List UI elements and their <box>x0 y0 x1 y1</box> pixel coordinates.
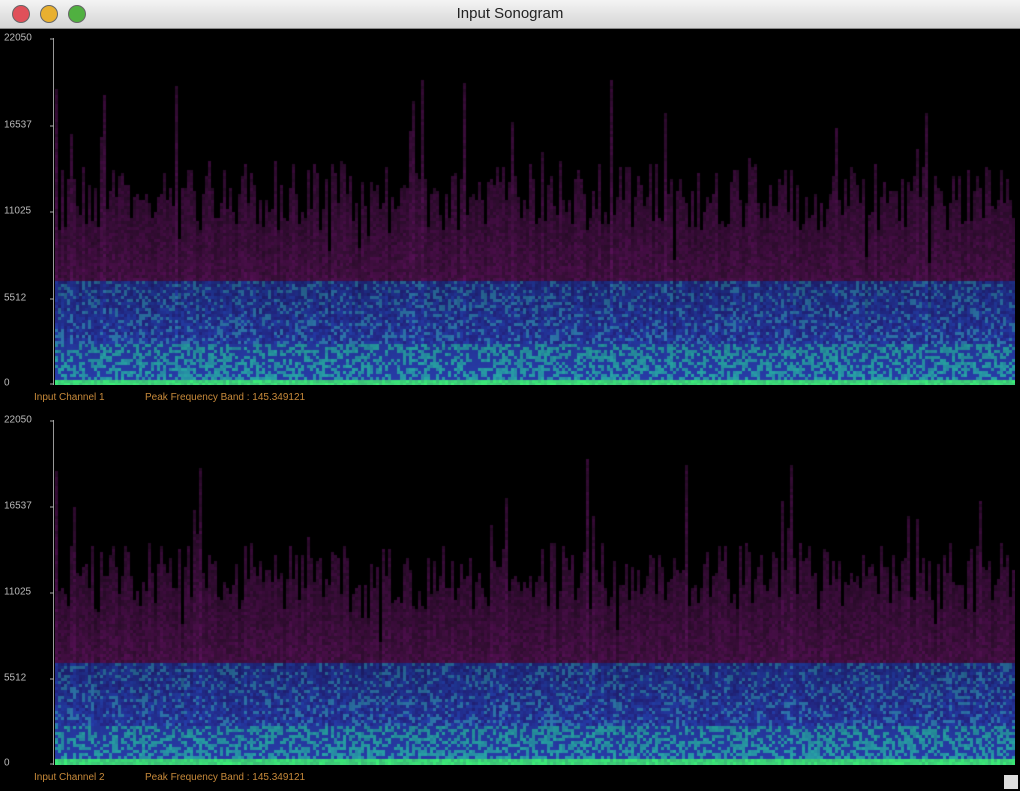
peak-frequency: Peak Frequency Band : 145.349121 <box>145 772 306 783</box>
y-tick: 16537 <box>4 119 54 131</box>
close-button[interactable] <box>12 5 30 23</box>
peak-frequency: Peak Frequency Band : 145.349121 <box>145 392 306 403</box>
y-tick: 0 <box>4 757 51 769</box>
y-tick: 16537 <box>4 500 54 512</box>
y-tick: 11025 <box>4 205 55 217</box>
y-tick: 22050 <box>4 32 54 44</box>
y-tick: 11025 <box>4 586 55 598</box>
y-tick: 0 <box>4 377 51 389</box>
y-tick: 5512 <box>4 292 55 304</box>
resize-grip[interactable] <box>1004 775 1018 789</box>
channel-label: Input Channel 1 <box>34 392 105 403</box>
y-tick: 22050 <box>4 414 54 426</box>
title-bar: Input Sonogram <box>0 0 1020 29</box>
y-tick: 5512 <box>4 672 55 684</box>
sonogram-channel-2 <box>55 420 1015 765</box>
sonogram-channel-1 <box>55 38 1015 385</box>
minimize-button[interactable] <box>40 5 58 23</box>
window-title: Input Sonogram <box>456 5 564 22</box>
channel-label: Input Channel 2 <box>34 772 105 783</box>
zoom-button[interactable] <box>68 5 86 23</box>
